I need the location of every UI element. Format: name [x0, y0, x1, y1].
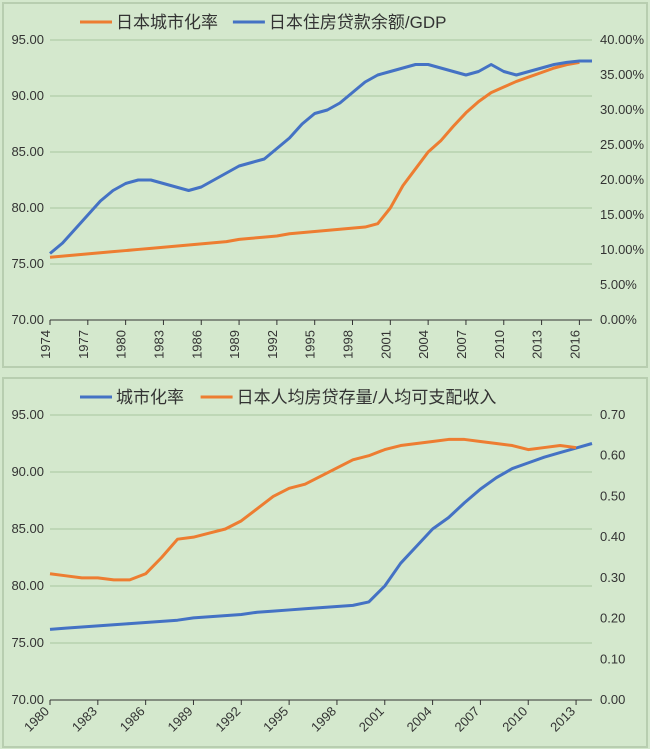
- y1-tick-label: 90.00: [11, 464, 44, 479]
- x-tick-label: 2007: [454, 330, 469, 359]
- y1-tick-label: 80.00: [11, 578, 44, 593]
- chart2: 70.0075.0080.0085.0090.0095.000.000.100.…: [0, 375, 650, 749]
- y2-tick-label: 0.00: [600, 692, 625, 707]
- legend-label: 城市化率: [116, 388, 184, 407]
- y2-tick-label: 0.50: [600, 488, 625, 503]
- y1-tick-label: 95.00: [11, 407, 44, 422]
- y1-tick-label: 95.00: [11, 32, 44, 47]
- legend-label: 日本住房贷款余额/GDP: [269, 13, 447, 32]
- y2-tick-label: 0.10: [600, 651, 625, 666]
- y2-tick-label: 15.00%: [600, 207, 645, 222]
- y2-tick-label: 0.00%: [600, 312, 637, 327]
- y1-tick-label: 85.00: [11, 144, 44, 159]
- x-tick-label: 1998: [341, 330, 356, 359]
- y2-tick-label: 20.00%: [600, 172, 645, 187]
- y2-tick-label: 40.00%: [600, 32, 645, 47]
- y2-tick-label: 10.00%: [600, 242, 645, 257]
- legend-label: 日本城市化率: [116, 13, 218, 32]
- x-tick-label: 1980: [114, 330, 129, 359]
- y1-tick-label: 85.00: [11, 521, 44, 536]
- legend-label: 日本人均房贷存量/人均可支配收入: [237, 388, 497, 407]
- y1-tick-label: 70.00: [11, 312, 44, 327]
- y2-tick-label: 0.60: [600, 448, 625, 463]
- y1-tick-label: 80.00: [11, 200, 44, 215]
- x-tick-label: 2001: [378, 330, 393, 359]
- x-tick-label: 1986: [189, 330, 204, 359]
- y2-tick-label: 0.20: [600, 611, 625, 626]
- x-tick-label: 1995: [303, 330, 318, 359]
- x-tick-label: 2013: [530, 330, 545, 359]
- x-tick-label: 1989: [227, 330, 242, 359]
- y2-tick-label: 0.40: [600, 529, 625, 544]
- x-tick-label: 1992: [265, 330, 280, 359]
- x-tick-label: 1983: [151, 330, 166, 359]
- y2-tick-label: 25.00%: [600, 137, 645, 152]
- x-tick-label: 2010: [492, 330, 507, 359]
- y2-tick-label: 5.00%: [600, 277, 637, 292]
- y1-tick-label: 75.00: [11, 256, 44, 271]
- x-tick-label: 2004: [416, 330, 431, 359]
- x-tick-label: 1977: [76, 330, 91, 359]
- y2-tick-label: 0.70: [600, 407, 625, 422]
- chart1: 70.00 75.00 80.00 85.00 90.00 95.00 0.00% 5.00%…: [0, 0, 650, 370]
- y1-tick-label: 75.00: [11, 635, 44, 650]
- x-tick-label: 2016: [567, 330, 582, 359]
- y2-tick-label: 0.30: [600, 570, 625, 585]
- y2-tick-label: 30.00%: [600, 102, 645, 117]
- x-tick-label: 1974: [38, 330, 53, 359]
- y2-tick-label: 35.00%: [600, 67, 645, 82]
- y1-tick-label: 90.00: [11, 88, 44, 103]
